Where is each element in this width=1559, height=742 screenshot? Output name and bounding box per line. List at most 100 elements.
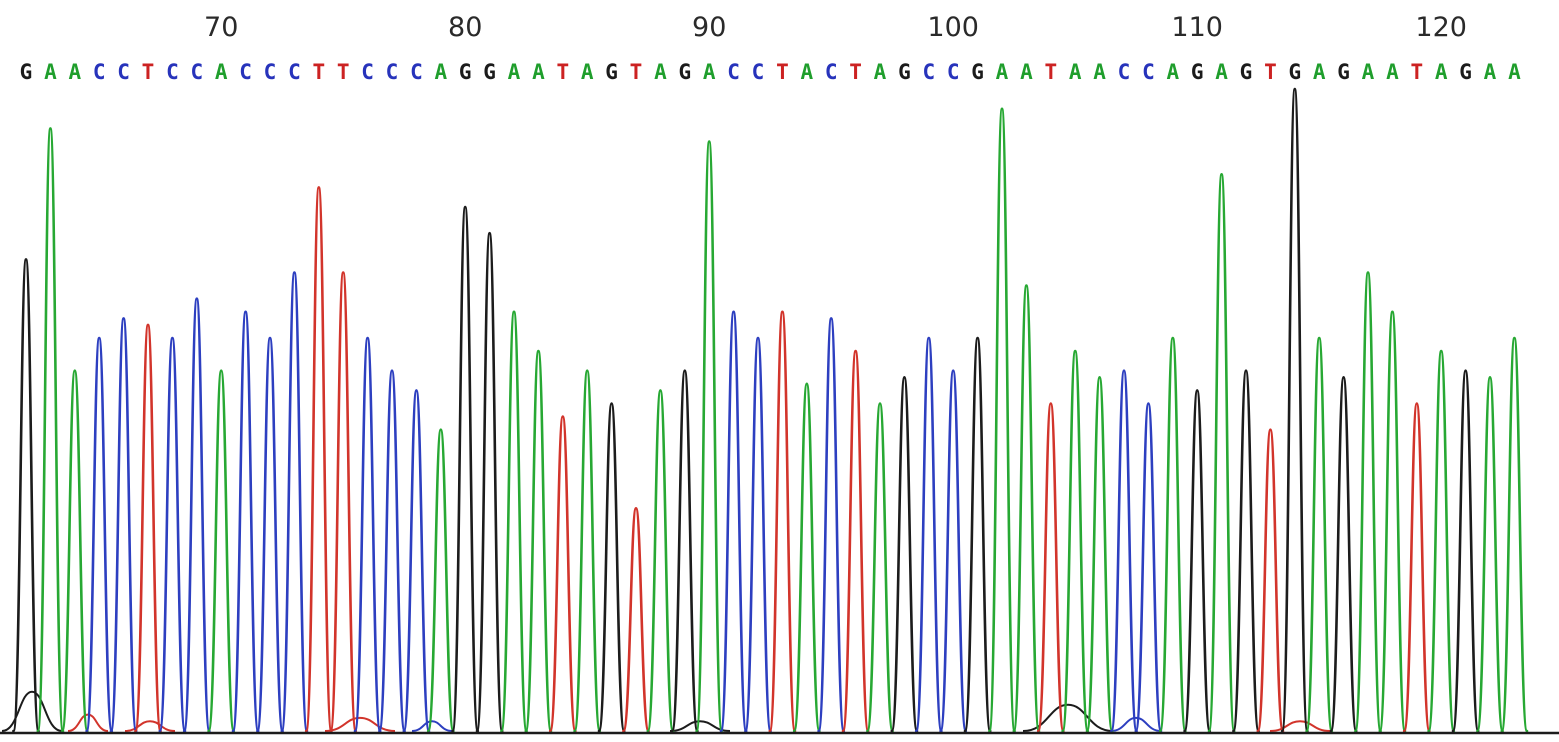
base-call-letter: A xyxy=(654,60,667,84)
trace-peak-C xyxy=(744,336,772,733)
position-tick-label: 80 xyxy=(448,12,482,43)
trace-peak-T xyxy=(548,415,577,733)
position-tick-label: 120 xyxy=(1415,12,1467,43)
trace-peak-A xyxy=(573,369,602,733)
base-call-letter: C xyxy=(264,60,277,84)
base-call-letter: G xyxy=(1337,60,1350,84)
base-call-letter: C xyxy=(117,60,130,84)
trace-peak-A xyxy=(1158,336,1187,733)
base-call-letter: C xyxy=(386,60,399,84)
trace-peak-A xyxy=(207,369,236,733)
base-call-letter: A xyxy=(1386,60,1399,84)
position-tick-label: 110 xyxy=(1171,12,1223,43)
trace-peak-A xyxy=(1476,376,1504,733)
base-call-letter: T xyxy=(142,60,155,84)
trace-peak-T xyxy=(329,271,358,733)
base-call-letter: G xyxy=(1288,60,1301,84)
base-call-letter: A xyxy=(1093,60,1106,84)
position-tick-label: 70 xyxy=(204,12,238,43)
baseline-noise xyxy=(124,720,176,732)
trace-peak-C xyxy=(817,317,846,733)
trace-peak-T xyxy=(1402,402,1431,733)
base-call-letter: A xyxy=(703,60,716,84)
trace-peak-A xyxy=(1085,376,1114,733)
trace-peak-T xyxy=(1036,402,1065,733)
trace-peak-G xyxy=(597,402,626,733)
base-call-letter: A xyxy=(1020,60,1033,84)
trace-peak-A xyxy=(646,389,675,733)
base-call-letter: C xyxy=(825,60,838,84)
base-call-letter: C xyxy=(410,60,423,84)
trace-peak-G xyxy=(1232,369,1260,733)
base-call-letter: T xyxy=(630,60,643,84)
trace-peak-C xyxy=(280,271,309,733)
trace-peak-C xyxy=(158,336,187,733)
trace-peak-G xyxy=(890,376,919,733)
trace-peak-A xyxy=(1500,336,1529,733)
baseline-noise xyxy=(669,720,731,732)
base-call-letter: A xyxy=(215,60,228,84)
trace-peak-C xyxy=(378,369,406,733)
base-call-letter: A xyxy=(434,60,447,84)
trace-peak-C xyxy=(256,336,284,733)
trace-peak-C xyxy=(1134,402,1163,733)
base-call-letter: G xyxy=(1240,60,1253,84)
base-call-letter: A xyxy=(1484,60,1497,84)
trace-peak-A xyxy=(60,369,89,733)
base-call-letter: A xyxy=(532,60,545,84)
trace-peak-T xyxy=(622,507,650,733)
trace-peak-C xyxy=(402,389,431,733)
trace-peak-G xyxy=(1329,376,1358,733)
base-call-letter: T xyxy=(849,60,862,84)
trace-peak-C xyxy=(719,310,748,733)
base-call-letter: A xyxy=(1313,60,1326,84)
base-call-letter: A xyxy=(996,60,1009,84)
trace-peak-A xyxy=(988,107,1016,733)
base-call-letter: T xyxy=(1044,60,1057,84)
trace-peak-T xyxy=(134,323,162,733)
base-call-letter: A xyxy=(800,60,813,84)
trace-peak-A xyxy=(500,310,528,733)
trace-peak-A xyxy=(695,140,724,733)
base-call-letter: T xyxy=(1410,60,1423,84)
base-call-letter: A xyxy=(1435,60,1448,84)
trace-peak-T xyxy=(841,349,870,733)
baseline-noise xyxy=(1110,716,1162,732)
base-call-letter: G xyxy=(483,60,496,84)
trace-peak-G xyxy=(1280,87,1309,733)
base-call-letter: C xyxy=(922,60,935,84)
trace-peak-C xyxy=(182,297,211,733)
base-call-letter: A xyxy=(1508,60,1521,84)
base-call-letter: A xyxy=(508,60,521,84)
position-tick-label: 90 xyxy=(692,12,726,43)
position-tick-label: 100 xyxy=(927,12,979,43)
trace-peak-A xyxy=(1012,284,1041,733)
base-call-letter: A xyxy=(1069,60,1082,84)
base-call-letter: C xyxy=(1118,60,1131,84)
trace-peak-C xyxy=(231,310,260,733)
base-call-letter: A xyxy=(581,60,594,84)
base-call-letter: G xyxy=(971,60,984,84)
trace-peak-A xyxy=(792,382,821,733)
base-call-letter: C xyxy=(166,60,179,84)
trace-peak-A xyxy=(1061,349,1090,733)
base-call-letter: G xyxy=(459,60,472,84)
base-call-letter: A xyxy=(1362,60,1375,84)
base-call-letter: A xyxy=(1215,60,1228,84)
baseline-noise xyxy=(1269,720,1331,732)
base-call-letter: C xyxy=(93,60,106,84)
base-call-letter: C xyxy=(752,60,765,84)
trace-peak-A xyxy=(1207,173,1236,733)
baseline-noise xyxy=(411,720,453,732)
trace-peak-T xyxy=(304,186,333,733)
base-call-letter: C xyxy=(190,60,203,84)
trace-peak-A xyxy=(1427,349,1456,733)
base-call-letter: G xyxy=(898,60,911,84)
base-call-letter: C xyxy=(239,60,252,84)
base-call-letter: A xyxy=(874,60,887,84)
baseline-noise xyxy=(324,716,396,732)
trace-peak-A xyxy=(1378,310,1407,733)
base-call-letter: C xyxy=(947,60,960,84)
